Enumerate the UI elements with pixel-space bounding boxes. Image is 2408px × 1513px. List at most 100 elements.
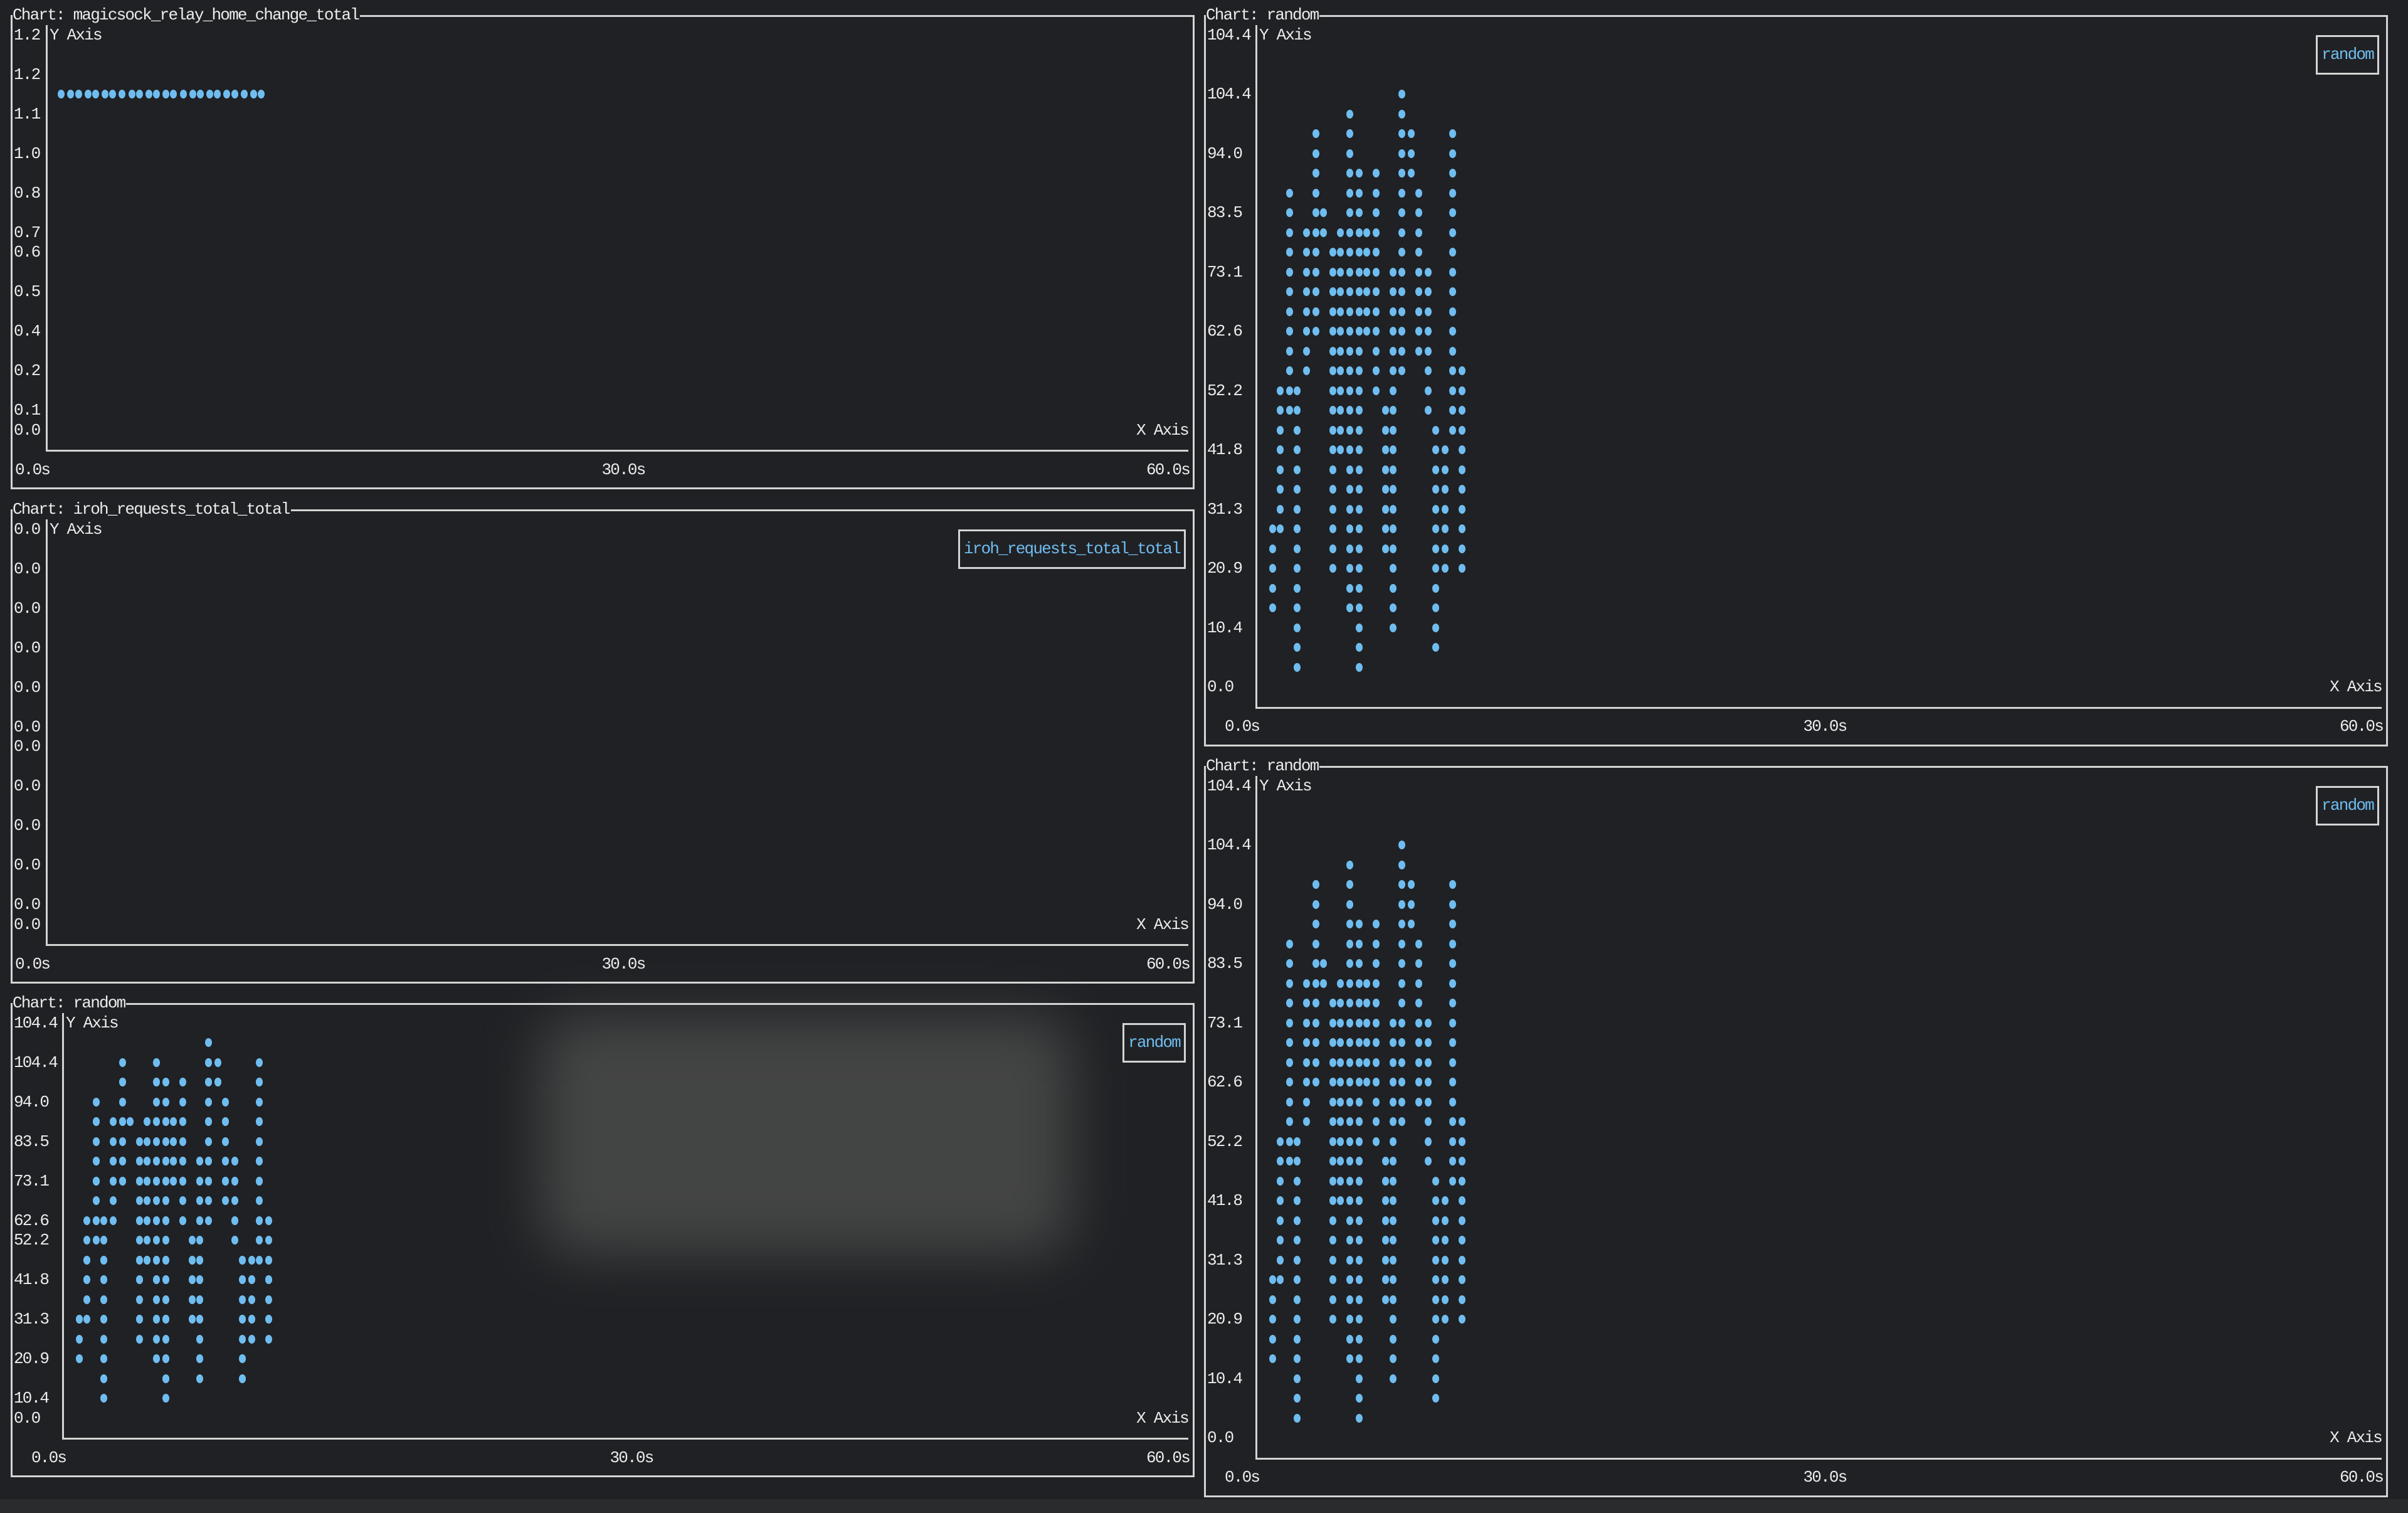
data-point xyxy=(1381,524,1389,533)
data-point xyxy=(1276,445,1284,454)
data-point xyxy=(1269,1334,1276,1344)
data-point xyxy=(1312,959,1319,968)
data-point xyxy=(1425,327,1432,336)
data-point xyxy=(1459,406,1466,415)
data-point xyxy=(1381,1275,1389,1284)
data-point xyxy=(205,1196,213,1205)
data-point xyxy=(205,1058,213,1067)
data-point xyxy=(100,1295,107,1304)
data-point xyxy=(206,90,214,98)
data-point xyxy=(1381,1176,1389,1186)
data-point xyxy=(1425,406,1432,415)
y-tick-label: 0.0 xyxy=(14,677,41,697)
data-point xyxy=(1432,1216,1440,1225)
data-point xyxy=(1336,999,1344,1007)
data-point xyxy=(1312,979,1319,988)
data-point xyxy=(1389,1236,1397,1245)
data-point xyxy=(1302,999,1310,1007)
data-point xyxy=(239,1354,246,1363)
data-point xyxy=(222,1176,230,1186)
data-point xyxy=(162,1117,169,1126)
y-tick-label: 10.4 xyxy=(1207,1369,1243,1388)
data-point xyxy=(1449,327,1457,336)
data-point xyxy=(214,90,221,98)
data-point xyxy=(1329,1058,1336,1067)
data-point xyxy=(92,1196,100,1205)
data-point xyxy=(1355,1038,1363,1047)
data-point xyxy=(153,90,161,98)
data-point xyxy=(1449,900,1457,909)
data-point xyxy=(1346,603,1353,612)
data-point xyxy=(179,1216,186,1225)
data-point xyxy=(1432,1374,1440,1383)
data-point xyxy=(1389,1315,1397,1324)
data-point xyxy=(109,1176,117,1186)
data-point xyxy=(1286,939,1293,948)
data-point xyxy=(1355,327,1363,336)
data-point xyxy=(1415,188,1423,198)
data-point xyxy=(1329,1078,1336,1086)
data-point xyxy=(1312,287,1319,296)
data-point xyxy=(1312,1058,1319,1067)
x-axis-line xyxy=(46,450,1188,452)
y-tick-label: 41.8 xyxy=(1207,440,1243,459)
data-point xyxy=(1293,1413,1301,1423)
data-point xyxy=(1415,1097,1423,1107)
data-point xyxy=(1346,524,1353,533)
data-point xyxy=(1381,1295,1389,1304)
data-point xyxy=(1319,208,1327,217)
data-point xyxy=(1442,544,1449,553)
data-point xyxy=(196,1176,203,1186)
data-point xyxy=(1329,1315,1336,1324)
data-point xyxy=(1389,1354,1397,1363)
data-point xyxy=(1355,188,1363,198)
data-point xyxy=(1398,307,1406,316)
data-point xyxy=(152,1295,160,1304)
data-point xyxy=(1286,1097,1293,1107)
data-point xyxy=(1355,1255,1363,1265)
data-point xyxy=(1389,425,1397,435)
data-point xyxy=(222,1097,230,1107)
data-point xyxy=(135,1157,143,1165)
data-point xyxy=(143,1236,150,1245)
data-point xyxy=(1381,1157,1389,1165)
data-point xyxy=(1302,1078,1310,1086)
data-point xyxy=(83,1315,90,1324)
data-point xyxy=(1346,267,1353,277)
data-point xyxy=(1286,1117,1293,1126)
data-point xyxy=(1269,564,1276,573)
data-point xyxy=(1372,1058,1380,1067)
data-point xyxy=(1449,129,1457,138)
data-point xyxy=(1346,346,1353,356)
data-point xyxy=(1312,228,1319,237)
y-tick-label: 1.2 xyxy=(14,65,41,84)
data-point xyxy=(1415,327,1423,336)
data-point xyxy=(1372,307,1380,316)
data-point xyxy=(1276,1236,1284,1245)
data-point xyxy=(1346,1018,1353,1027)
data-point xyxy=(1293,386,1301,395)
data-point xyxy=(1346,1354,1353,1363)
data-point xyxy=(239,1334,246,1344)
data-point xyxy=(169,1117,177,1126)
data-point xyxy=(1293,1236,1301,1245)
data-point xyxy=(1329,564,1336,573)
data-point xyxy=(1346,386,1353,395)
data-point xyxy=(1355,1295,1363,1304)
data-point xyxy=(1381,425,1389,435)
data-point xyxy=(1415,1018,1423,1027)
data-point xyxy=(162,1078,169,1086)
data-point xyxy=(188,1236,196,1245)
data-point xyxy=(1372,228,1380,237)
data-point xyxy=(1389,564,1397,573)
data-point xyxy=(1442,1315,1449,1324)
data-point xyxy=(222,1117,230,1126)
data-point xyxy=(143,1196,150,1205)
data-point xyxy=(1398,208,1406,217)
data-point xyxy=(256,1255,263,1265)
data-point xyxy=(100,1275,107,1284)
y-tick-label: 83.5 xyxy=(1207,203,1243,222)
data-point xyxy=(1293,445,1301,454)
data-point xyxy=(1389,603,1397,612)
data-point xyxy=(109,1137,117,1146)
